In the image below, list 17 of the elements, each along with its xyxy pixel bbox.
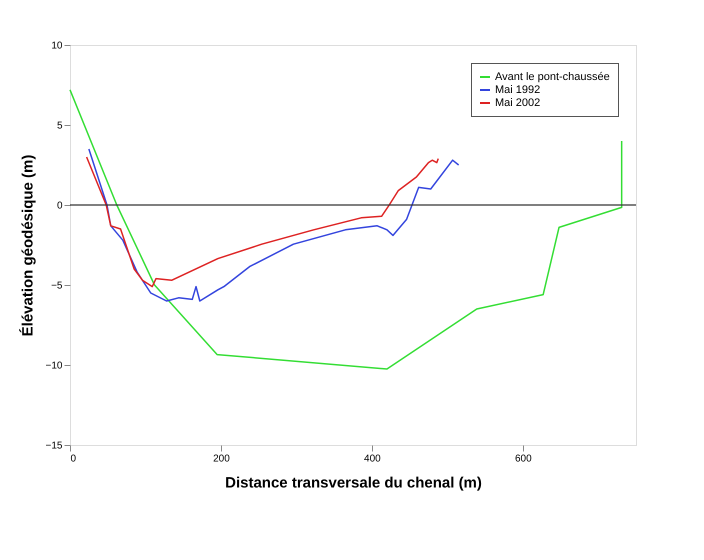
legend-label: Mai 1992 (495, 84, 540, 96)
y-tick-label: −10 (46, 360, 63, 372)
line-series (86, 156, 440, 288)
x-tick-label: 200 (213, 454, 230, 464)
legend-label: Mai 2002 (495, 97, 540, 109)
legend-label: Avant le pont-chaussée (495, 71, 610, 83)
x-tick-label: 0 (70, 454, 76, 464)
y-tick-label: 10 (51, 40, 63, 52)
y-tick-label: −15 (46, 440, 63, 452)
y-tick-label: 0 (56, 200, 63, 212)
line-series (88, 148, 460, 302)
x-axis-title: Distance transversale du chenal (m) (225, 474, 482, 492)
x-tick-label: 600 (514, 454, 532, 464)
y-tick-label: −5 (51, 280, 63, 292)
y-tick-label: 5 (56, 120, 63, 132)
x-tick-label: 400 (364, 454, 382, 464)
y-axis-title: Élévation géodésique (m) (18, 154, 37, 336)
